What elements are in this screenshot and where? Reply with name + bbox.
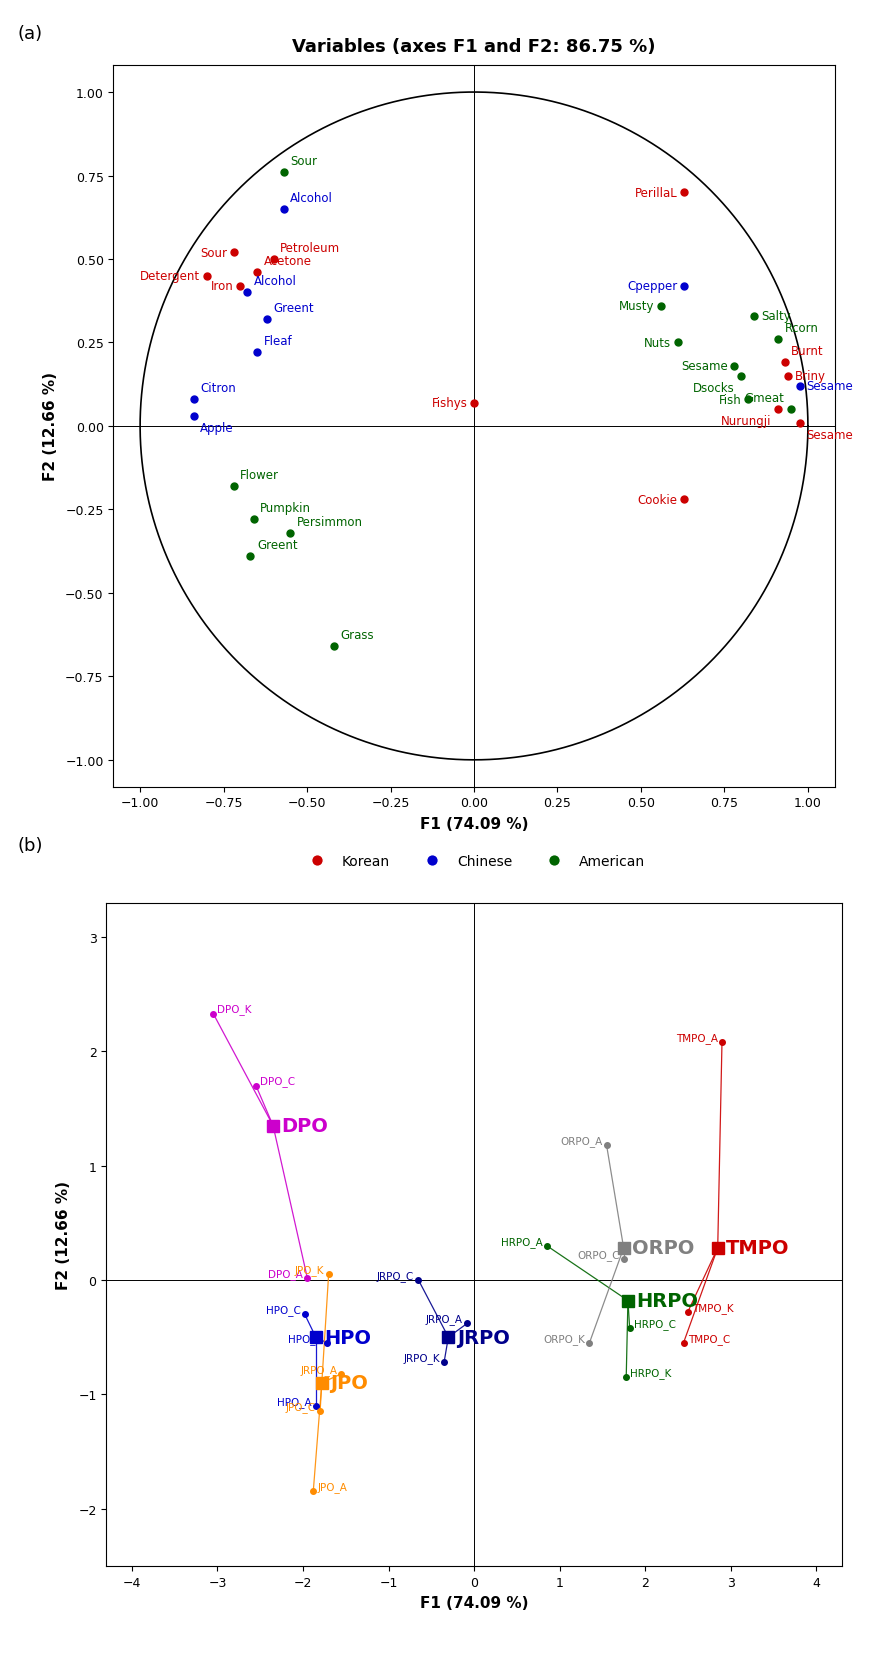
Text: ORPO_C: ORPO_C (577, 1249, 619, 1261)
Text: JPO_A: JPO_A (317, 1481, 347, 1493)
Text: HPO: HPO (324, 1327, 371, 1347)
Text: DPO_C: DPO_C (260, 1075, 295, 1087)
Text: Citron: Citron (200, 383, 236, 394)
Y-axis label: F2 (12.66 %): F2 (12.66 %) (43, 373, 58, 481)
Text: JRPO: JRPO (457, 1327, 509, 1347)
Text: HRPO: HRPO (636, 1291, 698, 1311)
Text: JPO_C: JPO_C (285, 1402, 315, 1412)
Legend: Korean, Chinese, American: Korean, Chinese, American (298, 848, 650, 873)
Text: Alcohol: Alcohol (291, 192, 333, 205)
Text: JRPO_K: JRPO_K (403, 1352, 439, 1364)
Text: ORPO: ORPO (633, 1239, 695, 1258)
Text: Gmeat: Gmeat (744, 393, 784, 404)
Text: TMPO_K: TMPO_K (692, 1302, 734, 1312)
Text: HPO_K: HPO_K (289, 1332, 323, 1344)
Text: Grass: Grass (340, 630, 374, 641)
Text: Fishys: Fishys (431, 396, 467, 409)
X-axis label: F1 (74.09 %): F1 (74.09 %) (420, 1596, 528, 1611)
Text: PerillaL: PerillaL (635, 187, 678, 199)
Text: Musty: Musty (618, 300, 655, 313)
Text: Flower: Flower (240, 469, 279, 482)
Text: Alcohol: Alcohol (253, 275, 297, 288)
Text: Pumpkin: Pumpkin (260, 502, 311, 515)
Text: ORPO_A: ORPO_A (560, 1135, 602, 1147)
Text: DPO_K: DPO_K (217, 1004, 252, 1014)
Text: DPO: DPO (282, 1117, 329, 1135)
Text: Cpepper: Cpepper (627, 280, 678, 293)
Text: Nurungji: Nurungji (720, 414, 771, 428)
Text: Iron: Iron (211, 280, 234, 293)
Text: Greent: Greent (274, 302, 315, 315)
Text: HPO_C: HPO_C (266, 1304, 300, 1316)
Text: Burnt: Burnt (791, 345, 824, 358)
Text: HRPO_C: HRPO_C (633, 1319, 676, 1329)
Text: TMPO_C: TMPO_C (688, 1332, 730, 1344)
Text: Persimmon: Persimmon (297, 515, 363, 529)
Text: Rcorn: Rcorn (784, 321, 819, 335)
Text: JRPO_A: JRPO_A (300, 1364, 338, 1375)
Text: Fish: Fish (719, 393, 741, 406)
Text: ORPO_K: ORPO_K (543, 1332, 585, 1344)
Text: Sour: Sour (200, 247, 227, 260)
Text: DPO_A: DPO_A (268, 1268, 303, 1279)
Text: Greent: Greent (257, 539, 298, 552)
Text: Nuts: Nuts (644, 336, 671, 350)
Text: Cookie: Cookie (638, 494, 678, 507)
Text: Sour: Sour (291, 156, 317, 167)
Text: Sesame: Sesame (806, 429, 853, 441)
Text: Petroleum: Petroleum (280, 242, 340, 255)
Text: (a): (a) (18, 25, 43, 43)
Text: (b): (b) (18, 837, 43, 855)
Text: Sesame: Sesame (681, 360, 727, 373)
Text: JPO_K: JPO_K (295, 1264, 324, 1276)
Text: HRPO_K: HRPO_K (631, 1367, 672, 1379)
Text: HRPO_A: HRPO_A (501, 1236, 542, 1246)
Text: Apple: Apple (200, 421, 234, 434)
Y-axis label: F2 (12.66 %): F2 (12.66 %) (57, 1180, 71, 1289)
Text: TMPO_A: TMPO_A (676, 1032, 718, 1044)
X-axis label: F1 (74.09 %): F1 (74.09 %) (420, 817, 528, 832)
Text: HPO_A: HPO_A (277, 1395, 312, 1407)
Text: Fleaf: Fleaf (264, 335, 292, 348)
Text: Acetone: Acetone (264, 255, 312, 268)
Text: JRPO_C: JRPO_C (377, 1271, 414, 1281)
Text: Detergent: Detergent (140, 270, 200, 283)
Text: Dsocks: Dsocks (693, 381, 734, 394)
Title: Variables (axes F1 and F2: 86.75 %): Variables (axes F1 and F2: 86.75 %) (292, 38, 656, 56)
Text: Sesame: Sesame (806, 379, 853, 393)
Text: JPO: JPO (330, 1374, 369, 1392)
Text: Briny: Briny (795, 370, 826, 383)
Text: JRPO_A: JRPO_A (426, 1314, 462, 1324)
Text: Salty: Salty (761, 310, 791, 323)
Text: TMPO: TMPO (727, 1239, 789, 1258)
